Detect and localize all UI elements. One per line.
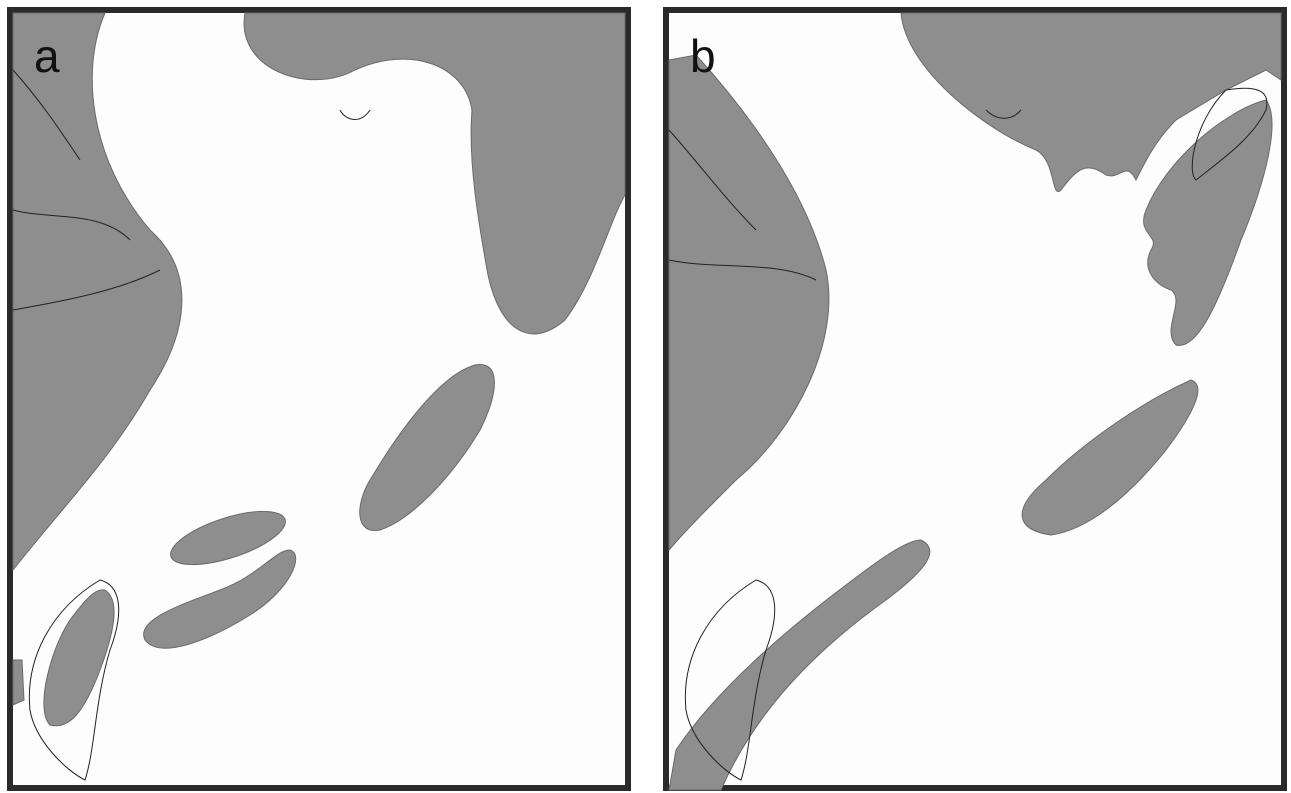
panel-b: b — [666, 10, 1284, 790]
figure: a b — [0, 0, 1291, 793]
mainland-edge — [13, 660, 24, 705]
panel-a: a — [10, 10, 628, 788]
panel-label: a — [34, 30, 60, 82]
panel-label: b — [690, 30, 716, 82]
